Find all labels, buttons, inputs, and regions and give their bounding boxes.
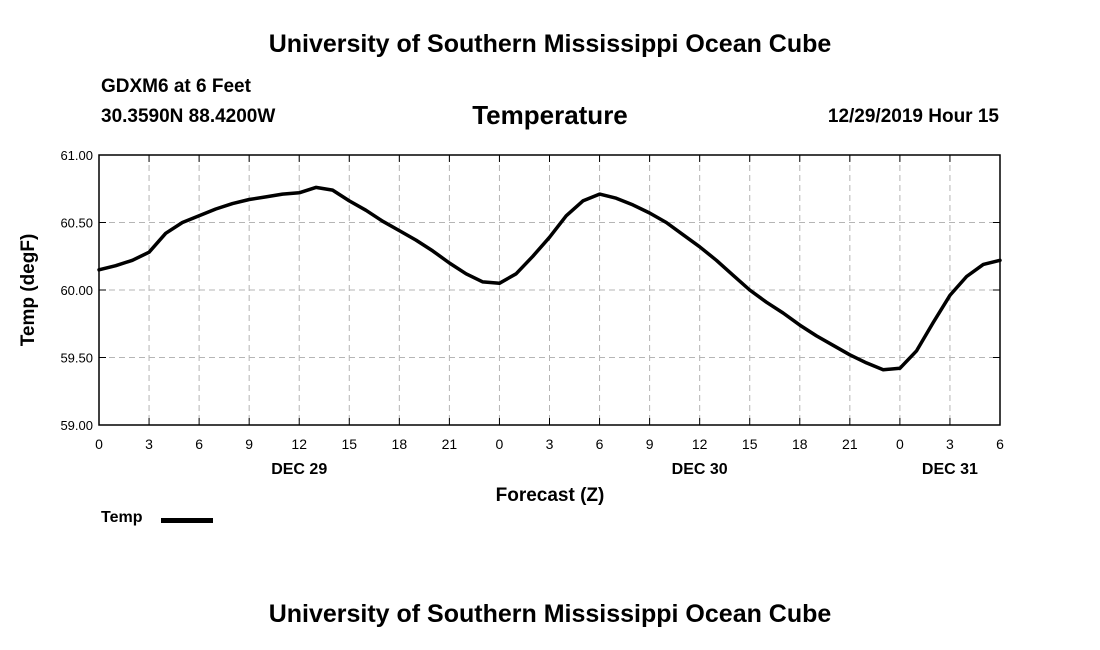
legend-label: Temp [101,509,143,526]
x-tick-label: 9 [646,436,654,452]
x-tick-label: 18 [792,436,808,452]
grid [99,155,1000,425]
y-tick-label: 59.00 [60,418,93,433]
axes: 0 3 6 9 12 15 18 21 0 3 6 9 12 15 18 21 0 3 6 59.00 59.50 60.… [60,148,1004,478]
x-tick-label: 6 [596,436,604,452]
x-tick-label: 15 [341,436,357,452]
banner-title-bottom: University of Southern Mississippi Ocean… [268,600,832,628]
x-tick-label: 3 [145,436,153,452]
y-tick-label: 60.00 [60,283,93,298]
x-tick-label: 3 [946,436,954,452]
plot-frame [98,154,1001,426]
x-tick-label: 3 [546,436,554,452]
x-tick-label: 21 [842,436,858,452]
x-tick-label: 12 [692,436,708,452]
station-label: GDXM6 at 6 Feet [101,76,251,97]
series-layer [97,185,1002,372]
x-tick-label: 18 [392,436,408,452]
datetime-label: 12/29/2019 Hour 15 [827,106,999,127]
x-tick-label: 6 [996,436,1004,452]
x-tick-label: 21 [442,436,458,452]
x-tick-label: 0 [896,436,904,452]
x-tick-label: 0 [496,436,504,452]
x-axis-label: Forecast (Z) [496,485,605,506]
y-axis-label: Temp (degF) [18,234,39,347]
day-label: DEC 31 [922,461,978,478]
series-line-temp [97,185,1002,372]
x-tick-label: 9 [245,436,253,452]
x-tick-label: 12 [291,436,307,452]
y-tick-label: 60.50 [60,216,93,231]
day-label: DEC 29 [271,461,327,478]
x-tick-label: 0 [95,436,103,452]
coordinates-label: 30.3590N 88.4200W [101,106,276,127]
legend-swatch [161,518,213,523]
day-label: DEC 30 [672,461,728,478]
y-tick-label: 61.00 [60,148,93,163]
x-tick-label: 6 [195,436,203,452]
chart-title: Temperature [472,100,628,130]
y-tick-label: 59.50 [60,351,93,366]
banner-title-top: University of Southern Mississippi Ocean… [268,30,832,58]
x-tick-label: 15 [742,436,758,452]
